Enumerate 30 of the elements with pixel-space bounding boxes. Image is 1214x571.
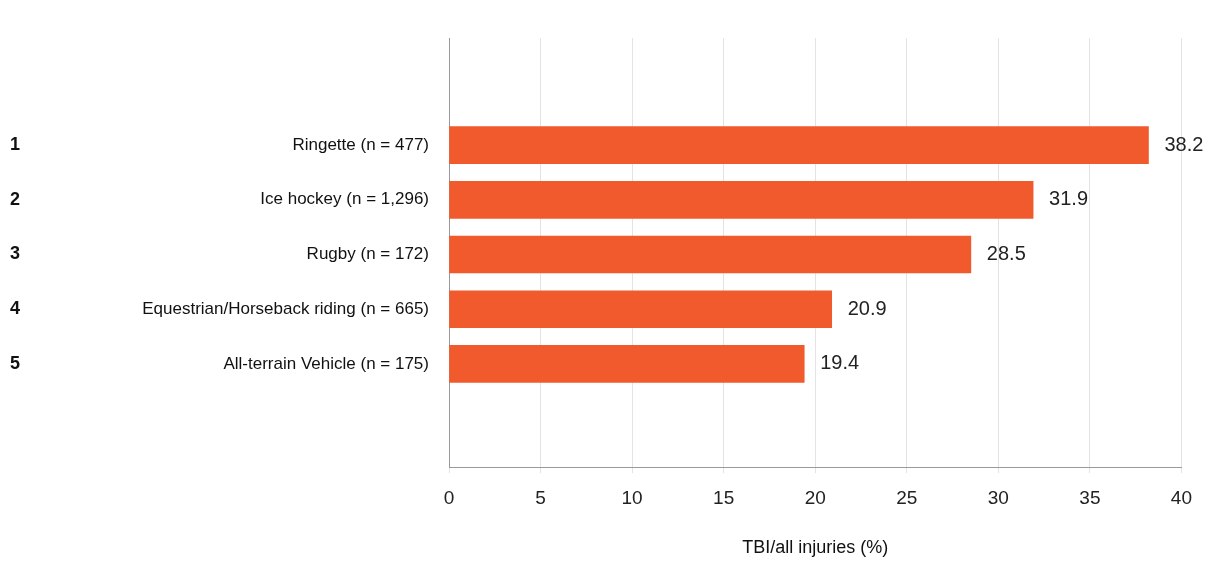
bar xyxy=(449,345,805,383)
data-label: 38.2 xyxy=(1164,132,1204,155)
x-axis-title: TBI/all injuries (%) xyxy=(742,537,889,558)
x-tick-label: 30 xyxy=(987,486,1009,508)
bar xyxy=(449,290,833,329)
text: 4 xyxy=(10,298,21,319)
bar xyxy=(449,235,972,274)
x-tick-label: 0 xyxy=(443,486,455,508)
bar xyxy=(449,180,1034,219)
data-label: 20.9 xyxy=(847,296,887,319)
y-tick-label: Equestrian/Horseback riding (n = 665) xyxy=(142,298,429,318)
text: 5 xyxy=(10,352,21,373)
data-label: 28.5 xyxy=(986,242,1026,265)
bar xyxy=(449,126,1149,164)
data-label: 19.4 xyxy=(820,351,860,374)
y-tick-label: Ice hockey (n = 1,296) xyxy=(260,189,429,209)
x-tick-label: 10 xyxy=(621,486,643,508)
y-tick-label: Rugby (n = 172) xyxy=(306,244,429,264)
y-tick-label: All-terrain Vehicle (n = 175) xyxy=(223,353,429,373)
text: 2 xyxy=(10,188,21,209)
text: 1 xyxy=(10,134,21,155)
y-tick-label: Ringette (n = 477) xyxy=(292,134,429,154)
x-tick-label: 20 xyxy=(804,486,826,508)
text: 3 xyxy=(10,243,21,264)
x-tick-label: 35 xyxy=(1079,486,1101,508)
data-label: 31.9 xyxy=(1049,187,1089,210)
x-tick-label: 5 xyxy=(535,486,546,508)
x-tick-label: 25 xyxy=(896,486,918,508)
x-tick-label: 40 xyxy=(1170,486,1192,508)
x-tick-label: 15 xyxy=(713,486,735,508)
